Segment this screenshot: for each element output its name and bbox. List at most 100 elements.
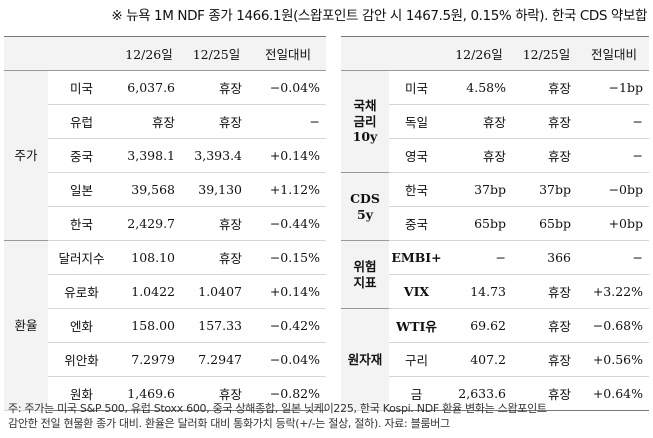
- row-group-label: 주가: [4, 70, 48, 241]
- group-label-line: 10y: [352, 129, 378, 145]
- value-d26: 108.10: [115, 240, 183, 275]
- value-d26: 6,037.6: [115, 70, 183, 105]
- table-row: 위험 지표 EMBI+ −366−: [341, 240, 649, 309]
- page-title: ※ 뉴욕 1M NDF 종가 1466.1원(스왑포인트 감안 시 1467.5…: [111, 8, 647, 24]
- value-d25: 휴장: [514, 138, 579, 173]
- row-name: 달러지수: [48, 240, 115, 275]
- value-change: −0bp: [579, 172, 649, 207]
- col-header-change: 전일대비: [579, 36, 649, 71]
- value-d26: 휴장: [444, 104, 514, 139]
- value-change: +0.56%: [579, 342, 649, 377]
- value-d25: 휴장: [183, 70, 250, 105]
- table-row: 중국 3,398.1 3,393.4 +0.14%: [4, 138, 326, 173]
- value-change: −: [579, 240, 649, 275]
- value-d25: 휴장: [514, 104, 579, 139]
- value-change: +0.14%: [250, 274, 326, 309]
- row-name: 독일: [389, 104, 444, 139]
- row-group-label: 국채 금리 10y: [341, 70, 389, 173]
- col-header-d25: 12/25일: [514, 36, 579, 71]
- left-market-table: 12/26일 12/25일 전일대비 주가 미국 6,037.6 휴장 −0.04% 유럽…: [4, 36, 326, 411]
- value-change: −1bp: [579, 70, 649, 105]
- left-header-row: 12/26일 12/25일 전일대비: [4, 36, 326, 71]
- table-row: 국채 금리 10y 미국 4.58% 휴장 −1bp: [341, 70, 649, 173]
- group-label-line: 지표: [353, 274, 377, 290]
- value-change: −0.44%: [250, 206, 326, 241]
- value-change: +3.22%: [579, 274, 649, 309]
- value-change: +1.12%: [250, 172, 326, 207]
- row-name: EMBI+: [389, 240, 444, 275]
- value-d26: 2,633.6: [444, 376, 514, 411]
- table-row: 원자재 WTI유 69.62 휴장 −0.68%: [341, 308, 649, 411]
- table-row: 환율 달러지수 108.10 휴장 −0.15%: [4, 240, 326, 411]
- right-header-row: 12/26일 12/25일 전일대비: [341, 36, 649, 71]
- value-d26: 7.2979: [115, 342, 183, 377]
- value-d25: 휴장: [514, 274, 579, 309]
- table-row: 주가 미국 6,037.6 휴장 −0.04%: [4, 70, 326, 241]
- row-name: 미국: [48, 70, 115, 105]
- value-change: −: [250, 104, 326, 139]
- value-d26: 4.58%: [444, 70, 514, 105]
- group-label-line: 위험: [353, 258, 377, 274]
- table-row: 금 2,633.6 휴장 +0.64%: [341, 376, 649, 411]
- value-d26: 158.00: [115, 308, 183, 343]
- group-label-line: 금리: [353, 113, 377, 129]
- table-row: CDS 5y 한국 37bp 37bp −0bp: [341, 172, 649, 241]
- row-name: 유로화: [48, 274, 115, 309]
- row-group-label: 원자재: [341, 308, 389, 411]
- value-change: −0.42%: [250, 308, 326, 343]
- value-d26: 1,469.6: [115, 376, 183, 411]
- row-name: 엔화: [48, 308, 115, 343]
- value-d25: 휴장: [183, 104, 250, 139]
- value-change: −0.04%: [250, 342, 326, 377]
- value-d26: 69.62: [444, 308, 514, 343]
- row-name: 한국: [48, 206, 115, 241]
- table-row: 유럽 휴장 휴장 −: [4, 104, 326, 139]
- value-d26: 3,398.1: [115, 138, 183, 173]
- table-row: 원화 1,469.6 휴장 −0.82%: [4, 376, 326, 411]
- footnote-line-1: 주: 주가는 미국 S&P 500, 유럽 Stoxx 600, 중국 상해종합…: [8, 402, 547, 415]
- row-name: WTI유: [389, 308, 444, 343]
- value-change: −: [579, 138, 649, 173]
- value-change: −0.82%: [250, 376, 326, 411]
- value-d25: 휴장: [514, 376, 579, 411]
- value-d25: 휴장: [514, 342, 579, 377]
- value-d25: 37bp: [514, 172, 579, 207]
- value-d25: 157.33: [183, 308, 250, 343]
- group-label-line: CDS: [350, 190, 380, 206]
- col-header-d26: 12/26일: [115, 36, 183, 71]
- table-row: 독일 휴장 휴장 −: [341, 104, 649, 139]
- group-header-cell: [341, 36, 389, 71]
- group-header-cell: [4, 36, 48, 71]
- row-name: 원화: [48, 376, 115, 411]
- value-d25: 휴장: [183, 206, 250, 241]
- value-d25: 휴장: [183, 240, 250, 275]
- row-name: 한국: [389, 172, 444, 207]
- table-row: 엔화 158.00 157.33 −0.42%: [4, 308, 326, 343]
- group-label-line: 국채: [353, 98, 377, 114]
- value-change: +0bp: [579, 206, 649, 241]
- row-name: 중국: [389, 206, 444, 241]
- table-row: 일본 39,568 39,130 +1.12%: [4, 172, 326, 207]
- value-d25: 7.2947: [183, 342, 250, 377]
- name-header-cell: [48, 36, 115, 71]
- row-name: 중국: [48, 138, 115, 173]
- value-d25: 39,130: [183, 172, 250, 207]
- col-header-d26: 12/26일: [444, 36, 514, 71]
- table-row: 유로화 1.0422 1.0407 +0.14%: [4, 274, 326, 309]
- row-name: VIX: [389, 274, 444, 309]
- value-d26: 65bp: [444, 206, 514, 241]
- value-d26: 1.0422: [115, 274, 183, 309]
- value-d25: 휴장: [514, 308, 579, 343]
- table-row: 구리 407.2 휴장 +0.56%: [341, 342, 649, 377]
- name-header-cell: [389, 36, 444, 71]
- footnote-line-2: 감안한 전일 현물환 종가 대비. 환율은 달러화 대비 통화가치 등락(+/-…: [8, 417, 450, 430]
- value-d26: −: [444, 240, 514, 275]
- row-name: 미국: [389, 70, 444, 105]
- row-group-label: 환율: [4, 240, 48, 411]
- value-change: +0.64%: [579, 376, 649, 411]
- value-change: −0.68%: [579, 308, 649, 343]
- table-row: 영국 휴장 휴장 −: [341, 138, 649, 173]
- value-d26: 39,568: [115, 172, 183, 207]
- value-change: −0.15%: [250, 240, 326, 275]
- group-label-line: 원자재: [347, 351, 383, 367]
